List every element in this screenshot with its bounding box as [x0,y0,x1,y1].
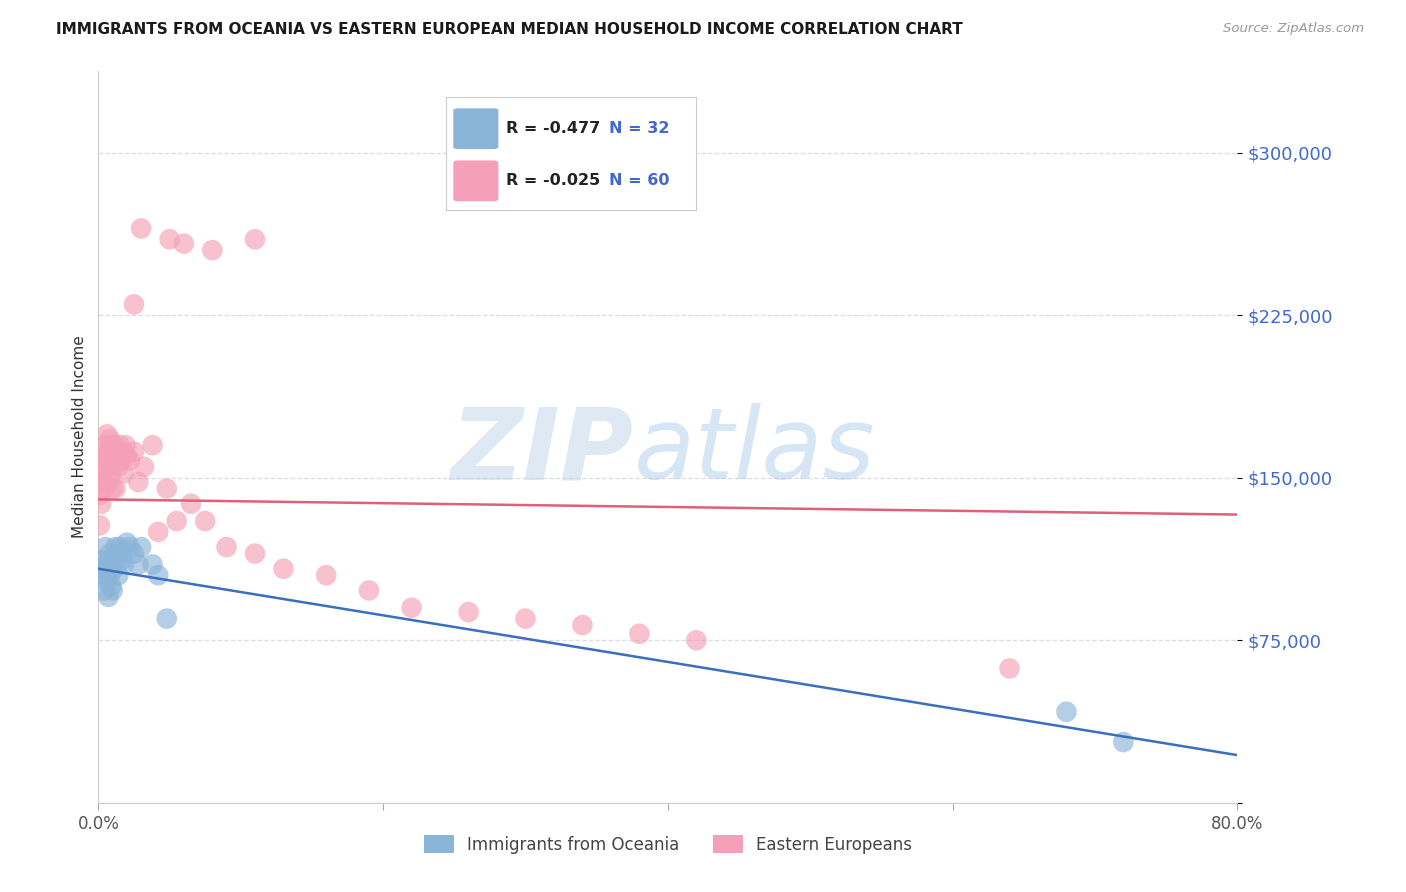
Point [110,553,132,567]
Point [159,232,181,246]
Point [98,432,121,446]
Point [93,482,115,496]
Point [457,605,479,619]
Point [118,540,141,554]
Point [115,535,138,549]
Point [94,558,117,572]
Point [94,438,117,452]
Point [357,583,380,598]
Point [685,633,707,648]
Point [96,427,118,442]
Point [90,553,112,567]
Point [127,475,149,489]
Point [89,488,111,502]
Legend: Immigrants from Oceania, Eastern Europeans: Immigrants from Oceania, Eastern Europea… [418,829,918,860]
Point [98,547,121,561]
Point [97,444,120,458]
Point [114,438,136,452]
Point [91,568,114,582]
Point [201,243,224,257]
Point [215,540,238,554]
Point [89,562,111,576]
Point [180,497,202,511]
Point [173,236,195,251]
Point [101,482,124,496]
Point [89,518,111,533]
Point [100,579,122,593]
Point [628,626,651,640]
Point [1056,705,1078,719]
Point [148,524,170,539]
Point [141,558,163,572]
Point [103,562,125,576]
Point [107,568,129,582]
Point [111,444,134,458]
Point [101,553,124,567]
Point [101,453,124,467]
Point [101,583,124,598]
Point [112,558,135,572]
Point [122,444,145,458]
Point [100,467,122,481]
Point [104,540,127,554]
Text: Source: ZipAtlas.com: Source: ZipAtlas.com [1223,22,1364,36]
Point [273,562,295,576]
Point [118,453,141,467]
Text: IMMIGRANTS FROM OCEANIA VS EASTERN EUROPEAN MEDIAN HOUSEHOLD INCOME CORRELATION : IMMIGRANTS FROM OCEANIA VS EASTERN EUROP… [56,22,963,37]
Point [122,547,145,561]
Point [315,568,337,582]
Point [105,547,128,561]
Point [108,540,131,554]
Point [127,558,149,572]
Point [132,459,155,474]
Point [129,221,152,235]
Point [571,618,593,632]
Text: atlas: atlas [634,403,876,500]
Point [243,232,266,246]
Point [94,540,117,554]
Point [91,444,114,458]
Point [91,475,114,489]
Point [94,459,117,474]
Point [156,611,179,625]
Point [96,574,118,589]
Point [156,482,179,496]
Point [104,482,127,496]
Point [107,459,129,474]
Point [93,453,115,467]
Text: ZIP: ZIP [451,403,634,500]
Point [93,583,115,598]
Point [243,547,266,561]
Point [111,547,134,561]
Point [166,514,188,528]
Point [97,590,120,604]
Point [108,438,131,452]
Point [105,444,128,458]
Point [110,453,132,467]
Point [112,467,135,481]
Point [91,459,114,474]
Point [141,438,163,452]
Point [98,568,121,582]
Point [1112,735,1135,749]
Point [401,600,423,615]
Point [998,661,1021,675]
Point [122,297,145,311]
Point [104,453,127,467]
Point [129,540,152,554]
Y-axis label: Median Household Income: Median Household Income [72,335,87,539]
Point [98,459,121,474]
Point [194,514,217,528]
Point [115,449,138,463]
Point [103,438,125,452]
Point [148,568,170,582]
Point [96,453,118,467]
Point [515,611,537,625]
Point [100,438,122,452]
Point [97,562,120,576]
Point [90,497,112,511]
Point [90,475,112,489]
Point [97,475,120,489]
